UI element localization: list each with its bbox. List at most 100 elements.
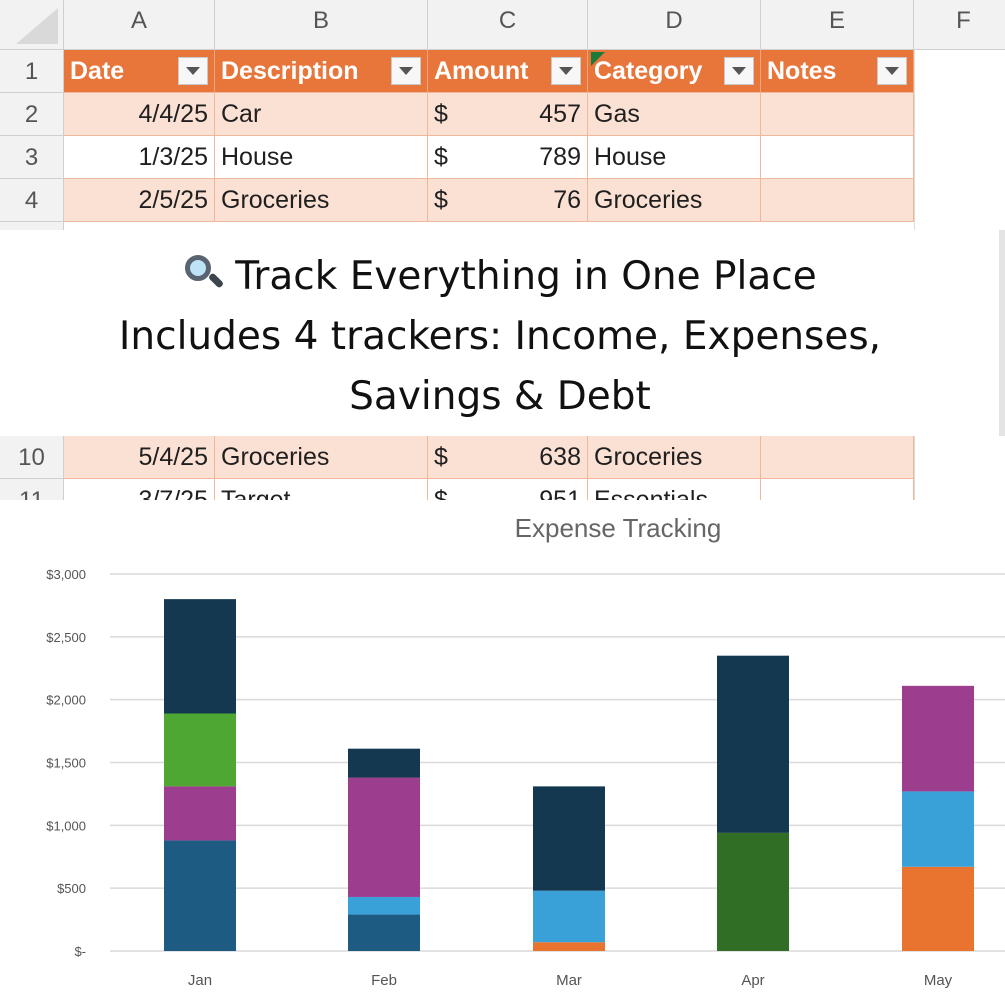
y-tick-label: $2,500 xyxy=(46,630,86,645)
header-cell-category[interactable]: Category xyxy=(588,50,761,93)
currency-symbol: $ xyxy=(434,142,448,171)
header-cell-amount[interactable]: Amount xyxy=(428,50,588,93)
cell-amount[interactable]: $789 xyxy=(428,136,588,179)
banner-line-2: Includes 4 trackers: Income, Expenses, xyxy=(118,314,882,359)
header-label-category: Category xyxy=(594,56,703,85)
cell-category[interactable]: Gas xyxy=(588,93,761,136)
x-tick-label: Apr xyxy=(741,972,764,989)
x-tick-label: Mar xyxy=(556,972,582,989)
x-tick-label: Jan xyxy=(188,972,212,989)
bar-segment xyxy=(902,866,974,951)
y-tick-label: $500 xyxy=(57,881,86,896)
bar-segment xyxy=(164,599,236,714)
column-header-f[interactable]: F xyxy=(914,0,1005,50)
filter-dropdown-notes[interactable] xyxy=(877,57,907,85)
table-row: 1/3/25 House $789 House xyxy=(64,136,914,179)
filter-dropdown-category[interactable] xyxy=(724,57,754,85)
header-label-description: Description xyxy=(221,56,359,85)
filter-dropdown-amount[interactable] xyxy=(551,57,581,85)
y-tick-label: $1,500 xyxy=(46,756,86,771)
bar-segment xyxy=(348,748,420,778)
column-header-c[interactable]: C xyxy=(428,0,588,50)
currency-symbol: $ xyxy=(434,99,448,128)
cell-notes[interactable] xyxy=(761,93,914,136)
cell-amount[interactable]: $951 xyxy=(428,479,588,500)
bar-segment xyxy=(348,914,420,951)
table-header-row: Date Description Amount Category Notes xyxy=(64,50,914,93)
currency-symbol: $ xyxy=(434,185,448,214)
table-row: 4/4/25 Car $457 Gas xyxy=(64,93,914,136)
column-header-e[interactable]: E xyxy=(761,0,914,50)
promo-banner: Track Everything in One Place Includes 4… xyxy=(0,230,1005,436)
cell-date[interactable]: 3/7/25 xyxy=(64,479,215,500)
x-tick-label: Feb xyxy=(371,972,397,989)
bar-segment xyxy=(533,890,605,943)
y-tick-label: $2,000 xyxy=(46,693,86,708)
cell-notes[interactable] xyxy=(761,179,914,222)
banner-line-3: Savings & Debt xyxy=(349,374,651,419)
cell-date[interactable]: 4/4/25 xyxy=(64,93,215,136)
cell-description[interactable]: Car xyxy=(215,93,428,136)
amount-value: 638 xyxy=(539,442,581,471)
header-cell-description[interactable]: Description xyxy=(215,50,428,93)
cell-category[interactable]: Groceries xyxy=(588,179,761,222)
filter-dropdown-date[interactable] xyxy=(178,57,208,85)
row-header-11[interactable]: 11 xyxy=(0,479,64,500)
cell-notes[interactable] xyxy=(761,479,914,500)
cell-notes[interactable] xyxy=(761,436,914,479)
y-tick-label: $3,000 xyxy=(46,567,86,582)
cell-amount[interactable]: $457 xyxy=(428,93,588,136)
bar-segment xyxy=(164,840,236,951)
bar-segment xyxy=(902,685,974,792)
row-header-2[interactable]: 2 xyxy=(0,93,64,136)
banner-headline: Track Everything in One Place xyxy=(235,254,817,299)
bar-segment xyxy=(902,791,974,867)
cell-description[interactable]: Target xyxy=(215,479,428,500)
expense-chart: Expense Tracking $- $500 $1,000 $1,500 $2,000… xyxy=(8,503,1005,1005)
currency-symbol: $ xyxy=(434,485,448,501)
row-header-1[interactable]: 1 xyxy=(0,50,64,93)
y-tick-label: $- xyxy=(74,944,86,959)
column-header-d[interactable]: D xyxy=(588,0,761,50)
chevron-down-icon xyxy=(399,67,413,75)
table-row: 2/5/25 Groceries $76 Groceries xyxy=(64,179,914,222)
cell-category[interactable]: Groceries xyxy=(588,436,761,479)
chevron-down-icon xyxy=(186,67,200,75)
amount-value: 457 xyxy=(539,99,581,128)
chevron-down-icon xyxy=(559,67,573,75)
cell-date[interactable]: 2/5/25 xyxy=(64,179,215,222)
cell-category[interactable]: House xyxy=(588,136,761,179)
bar-segment xyxy=(533,786,605,891)
cell-description[interactable]: Groceries xyxy=(215,436,428,479)
chart-title: Expense Tracking xyxy=(515,513,722,543)
cell-notes[interactable] xyxy=(761,136,914,179)
header-label-notes: Notes xyxy=(767,56,837,85)
column-header-a[interactable]: A xyxy=(64,0,215,50)
amount-value: 76 xyxy=(553,185,581,214)
row-header-10[interactable]: 10 xyxy=(0,436,64,479)
bar-segment xyxy=(533,942,605,951)
select-all-corner[interactable] xyxy=(0,0,64,50)
cell-date[interactable]: 5/4/25 xyxy=(64,436,215,479)
cell-description[interactable]: Groceries xyxy=(215,179,428,222)
amount-value: 951 xyxy=(539,485,581,501)
row-header-3[interactable]: 3 xyxy=(0,136,64,179)
magnifying-glass-icon xyxy=(183,253,225,293)
y-tick-label: $1,000 xyxy=(46,818,86,833)
banner-line-1: Track Everything in One Place xyxy=(0,247,1000,307)
bar-segment xyxy=(164,786,236,841)
header-cell-notes[interactable]: Notes xyxy=(761,50,914,93)
row-header-4[interactable]: 4 xyxy=(0,179,64,222)
header-label-amount: Amount xyxy=(434,56,529,85)
cell-date[interactable]: 1/3/25 xyxy=(64,136,215,179)
table-row: 3/7/25 Target $951 Essentials xyxy=(64,479,914,500)
cell-description[interactable]: House xyxy=(215,136,428,179)
chart-svg: Expense Tracking $- $500 $1,000 $1,500 $2,000… xyxy=(46,513,1005,989)
cell-amount[interactable]: $76 xyxy=(428,179,588,222)
filter-dropdown-description[interactable] xyxy=(391,57,421,85)
amount-value: 789 xyxy=(539,142,581,171)
cell-amount[interactable]: $638 xyxy=(428,436,588,479)
header-cell-date[interactable]: Date xyxy=(64,50,215,93)
cell-category[interactable]: Essentials xyxy=(588,479,761,500)
column-header-b[interactable]: B xyxy=(215,0,428,50)
